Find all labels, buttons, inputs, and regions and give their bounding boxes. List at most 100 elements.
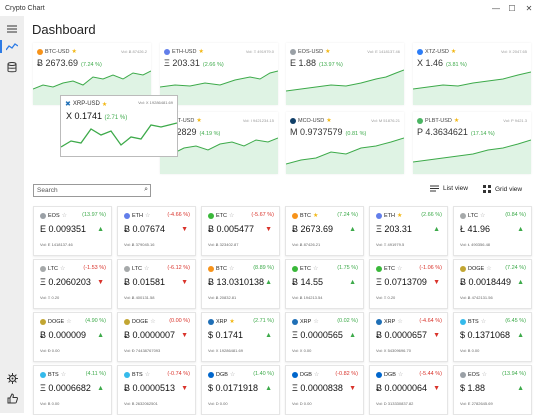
card-change: (0.84 %) xyxy=(505,212,526,218)
card-change: (13.97 %) xyxy=(82,212,106,218)
card-change: (0.00 %) xyxy=(169,318,190,324)
mini-chart-tile[interactable]: PLBT-USD ★ Vol: P 9421.3 P 4.3634621 (17.14 … xyxy=(413,112,531,174)
coin-card[interactable]: DGB ☆ (-0.82 %) Ξ 0.0000838 ▼ Vol: D 0.00 xyxy=(285,365,364,415)
coin-card[interactable]: DOGE ☆ (7.24 %) Ƀ 0.0018449 ▲ Vol: Ƀ 4742131.… xyxy=(453,259,532,309)
list-view-button[interactable]: List view xyxy=(430,185,468,192)
coin-icon xyxy=(290,48,296,55)
coin-card[interactable]: XRP ☆ (0.02 %) Ξ 0.0000565 ▲ Vol: X 0.00 xyxy=(285,312,364,362)
close-icon[interactable]: ✕ xyxy=(525,3,533,13)
card-header: BTS ☆ xyxy=(40,371,66,378)
favorite-star-icon[interactable]: ☆ xyxy=(59,266,66,272)
coin-card[interactable]: DOGE ☆ (0.00 %) Ƀ 0.0000007 ▼ Vol: Đ 74438767… xyxy=(117,312,196,362)
coin-card[interactable]: ETC ☆ (1.75 %) Ƀ 14.55 ▲ Vol: Ƀ 194213.54 xyxy=(285,259,364,309)
favorite-star-icon[interactable]: ★ xyxy=(71,49,77,55)
coin-card[interactable]: ETH ☆ (-4.66 %) Ƀ 0.07674 ▼ Vol: Ƀ 379045.16 xyxy=(117,206,196,256)
favorite-star-icon[interactable]: ☆ xyxy=(145,213,151,219)
coin-card[interactable]: BTC ★ (7.24 %) Ƀ 2673.69 ▲ Vol: Ƀ 87426.21 xyxy=(285,206,364,256)
favorite-star-icon[interactable]: ☆ xyxy=(313,319,319,325)
search-box[interactable]: Search ⌕ xyxy=(33,184,151,197)
up-arrow-icon: ▲ xyxy=(349,332,356,339)
favorite-star-icon[interactable]: ☆ xyxy=(313,266,319,272)
favorite-star-icon[interactable]: ☆ xyxy=(229,266,235,272)
list-view-icon xyxy=(430,185,439,192)
favorite-star-icon[interactable]: ☆ xyxy=(486,266,492,272)
favorite-star-icon[interactable]: ★ xyxy=(453,118,460,124)
favorite-star-icon[interactable]: ☆ xyxy=(481,372,488,378)
coin-card[interactable]: XRP ☆ (-4.64 %) Ƀ 0.0000657 ▼ Vol: X 54309696… xyxy=(369,312,448,362)
favorite-star-icon[interactable]: ☆ xyxy=(397,266,403,272)
favorite-star-icon[interactable]: ☆ xyxy=(61,213,68,219)
favorite-star-icon[interactable]: ☆ xyxy=(313,372,320,378)
favorite-star-icon[interactable]: ☆ xyxy=(397,319,403,325)
coin-card[interactable]: DGB ☆ (-5.44 %) Ƀ 0.0000064 ▼ Vol: D 31333083… xyxy=(369,365,448,415)
card-symbol: XRP xyxy=(300,318,312,325)
mini-chart-tile[interactable]: ETH-USD ★ Vol: Ξ 491979.0 Ξ 203.31 (2.66 %) xyxy=(160,43,278,105)
coin-card[interactable]: ETH ★ (2.66 %) Ξ 203.31 ▲ Vol: Ξ 491979.5 xyxy=(369,206,448,256)
mini-chart-tile[interactable]: IOT-USD ★ Vol: I 9421234.15 I 0.2829 (4.19 %… xyxy=(160,112,278,174)
maximize-icon[interactable]: ☐ xyxy=(508,3,516,13)
card-volume: Vol: Ƀ 400131.58 xyxy=(124,295,155,300)
favorite-star-icon[interactable]: ★ xyxy=(101,101,108,108)
down-arrow-icon: ▼ xyxy=(433,385,440,392)
coin-card[interactable]: LTC ☆ (-6.12 %) Ƀ 0.01581 ▼ Vol: Ƀ 400131.58 xyxy=(117,259,196,309)
card-change: (-1.06 %) xyxy=(419,265,442,271)
favorite-star-icon[interactable]: ★ xyxy=(326,118,332,124)
favorite-star-icon[interactable]: ☆ xyxy=(229,213,235,219)
coin-card[interactable]: DGB ☆ (1.40 %) $ 0.0171918 ▲ Vol: D 0.00 xyxy=(201,365,280,415)
coin-card[interactable]: BTC ☆ (8.89 %) Ƀ 13.0310138 ▲ Vol: Ƀ 20832.81 xyxy=(201,259,280,309)
expanded-chart-tile[interactable]: ✖ XRP-USD ★ Vol: X 19286481.69 X 0.1741 … xyxy=(60,95,178,157)
coin-card[interactable]: BTS ☆ (6.45 %) $ 0.1371068 ▲ Vol: B 0.00 xyxy=(453,312,532,362)
mini-chart-tile[interactable]: MCO-USD ★ Vol: M 51876.21 M 0.9737579 (0.81 … xyxy=(286,112,404,174)
favorite-star-icon[interactable]: ★ xyxy=(196,118,202,124)
coin-card[interactable]: LTC ☆ (-1.53 %) Ξ 0.2060203 ▼ Vol: Ξ 0.20 xyxy=(33,259,112,309)
mini-chart-tile[interactable]: BTC-USD ★ Vol: Ƀ 87426.2 Ƀ 2673.69 (7.24 %) xyxy=(33,43,151,105)
card-price: Ƀ 0.0000657 xyxy=(376,330,428,340)
favorite-star-icon[interactable]: ★ xyxy=(229,319,235,325)
coin-card[interactable]: ETC ☆ (-5.67 %) Ƀ 0.005477 ▼ Vol: Ƀ 323402.87 xyxy=(201,206,280,256)
favorite-star-icon[interactable]: ☆ xyxy=(229,372,236,378)
thumbs-up-icon[interactable] xyxy=(4,391,20,405)
expanded-price: X 0.1741 xyxy=(66,111,103,121)
favorite-star-icon[interactable]: ★ xyxy=(313,213,319,219)
database-icon[interactable] xyxy=(4,60,20,74)
search-icon[interactable]: ⌕ xyxy=(144,186,148,193)
mini-sparkline xyxy=(413,139,531,174)
settings-gear-icon[interactable] xyxy=(4,371,20,385)
card-change: (6.45 %) xyxy=(505,318,526,324)
card-change: (2.66 %) xyxy=(421,212,442,218)
chart-trend-icon[interactable] xyxy=(4,40,20,54)
card-volume: Vol: D 313330837.82 xyxy=(376,401,414,406)
mini-chart-tile[interactable]: XTZ-USD ★ Vol: X 2047.65 X 1.46 (3.81 %) xyxy=(413,43,531,105)
card-price: Ƀ 0.000009 xyxy=(40,330,87,340)
coin-card[interactable]: ETC ☆ (-1.06 %) Ξ 0.0713709 ▼ Vol: Ξ 0.20 xyxy=(369,259,448,309)
grid-view-button[interactable]: Grid view xyxy=(483,185,522,193)
favorite-star-icon[interactable]: ★ xyxy=(397,213,403,219)
card-header: LTC ☆ xyxy=(460,212,485,219)
favorite-star-icon[interactable]: ★ xyxy=(198,49,204,55)
favorite-star-icon[interactable]: ★ xyxy=(450,49,457,55)
favorite-star-icon[interactable]: ☆ xyxy=(150,319,156,325)
favorite-star-icon[interactable]: ☆ xyxy=(397,372,404,378)
coin-card[interactable]: LTC ☆ (0.84 %) Ł 41.96 ▲ Vol: Ł 490356.48 xyxy=(453,206,532,256)
favorite-star-icon[interactable]: ☆ xyxy=(143,266,150,272)
hamburger-menu-icon[interactable] xyxy=(4,22,20,36)
favorite-star-icon[interactable]: ☆ xyxy=(66,319,72,325)
coin-icon xyxy=(292,371,298,378)
favorite-star-icon[interactable]: ☆ xyxy=(479,213,486,219)
favorite-star-icon[interactable]: ☆ xyxy=(144,372,151,378)
favorite-star-icon[interactable]: ☆ xyxy=(480,319,487,325)
favorite-star-icon[interactable]: ☆ xyxy=(60,372,67,378)
coin-card[interactable]: BTS ☆ (4.11 %) Ξ 0.0006682 ▲ Vol: B 0.00 xyxy=(33,365,112,415)
coin-card[interactable]: EOS ☆ (13.94 %) $ 1.88 ▲ Vol: Ε 2782645.69 xyxy=(453,365,532,415)
mini-chart-tile[interactable]: EOS-USD ★ Vol: Ε 1418137.46 Ε 1.88 (13.97 %) xyxy=(286,43,404,105)
minimize-icon[interactable]: — xyxy=(492,3,500,13)
coin-card[interactable]: XRP ★ (2.71 %) $ 0.1741 ▲ Vol: X 19286481.69 xyxy=(201,312,280,362)
coin-card[interactable]: DOGE ☆ (4.90 %) Ƀ 0.000009 ▲ Vol: Đ 0.00 xyxy=(33,312,112,362)
card-volume: Vol: Ƀ 4742131.56 xyxy=(460,295,493,300)
coin-card[interactable]: EOS ☆ (13.97 %) Ε 0.009351 ▲ Vol: Ε 1418137.4… xyxy=(33,206,112,256)
favorite-star-icon[interactable]: ★ xyxy=(325,49,331,55)
card-header: ETC ☆ xyxy=(292,265,318,272)
coin-card[interactable]: BTS ☆ (-0.74 %) Ƀ 0.0000513 ▼ Vol: B 26320625… xyxy=(117,365,196,415)
card-change: (1.40 %) xyxy=(253,371,274,377)
mini-change: (0.81 %) xyxy=(345,131,367,137)
